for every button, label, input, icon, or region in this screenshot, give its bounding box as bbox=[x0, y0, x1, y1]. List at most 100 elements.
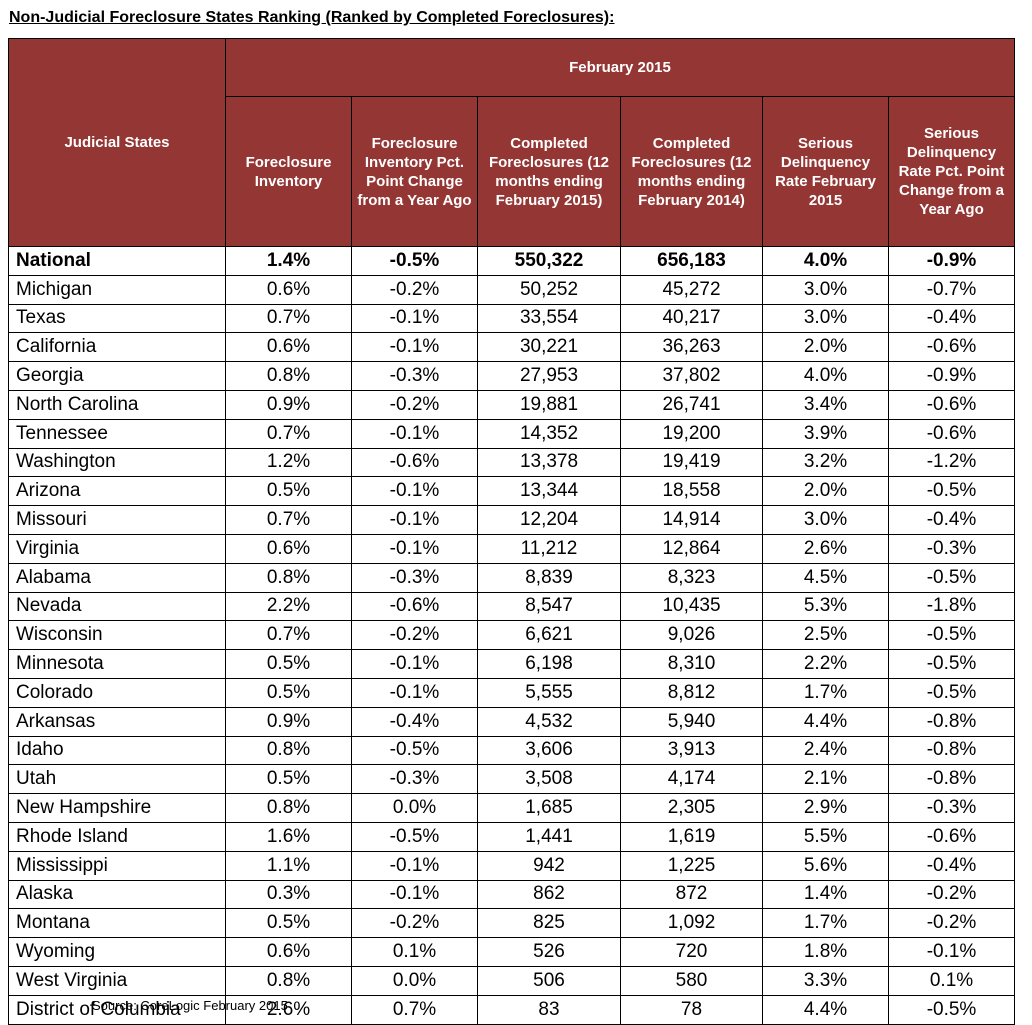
row-label: Alaska bbox=[8, 879, 226, 910]
cell: 3.3% bbox=[762, 965, 889, 996]
row-label: Rhode Island bbox=[8, 821, 226, 852]
cell: -0.8% bbox=[887, 706, 1016, 737]
cell: 4.4% bbox=[762, 994, 889, 1025]
cell: 36,263 bbox=[620, 332, 763, 363]
table-row: Rhode Island 1.6% -0.5% 1,441 1,619 5.5% -0.6% bbox=[8, 821, 1016, 852]
cell: -0.1% bbox=[351, 879, 478, 910]
row-label: New Hampshire bbox=[8, 793, 226, 823]
cell: -0.2% bbox=[351, 620, 478, 651]
cell: 83 bbox=[477, 994, 621, 1025]
cell: 1,441 bbox=[477, 821, 621, 852]
cell: 0.7% bbox=[351, 994, 478, 1025]
cell: -0.7% bbox=[887, 274, 1016, 305]
cell: 26,741 bbox=[620, 389, 763, 420]
cell: -0.1% bbox=[351, 649, 478, 679]
cell: 19,419 bbox=[620, 447, 763, 478]
cell: 45,272 bbox=[620, 274, 763, 305]
cell: -0.5% bbox=[887, 649, 1016, 679]
cell: 19,881 bbox=[477, 389, 621, 420]
cell: 1.1% bbox=[225, 850, 352, 881]
table-row: Nevada 2.2% -0.6% 8,547 10,435 5.3% -1.8% bbox=[8, 591, 1016, 622]
cell: 13,344 bbox=[477, 476, 621, 507]
cell: -0.5% bbox=[351, 821, 478, 852]
cell: 5.3% bbox=[762, 591, 889, 622]
column-header: Judicial States bbox=[8, 38, 226, 247]
table-row: Idaho 0.8% -0.5% 3,606 3,913 2.4% -0.8% bbox=[8, 735, 1016, 766]
table-row: Alabama 0.8% -0.3% 8,839 8,323 4.5% -0.5% bbox=[8, 562, 1016, 593]
cell: -0.3% bbox=[887, 533, 1016, 564]
cell: 4,174 bbox=[620, 764, 763, 795]
cell: 0.5% bbox=[225, 908, 352, 939]
cell: 0.1% bbox=[887, 965, 1016, 996]
cell: 1,685 bbox=[477, 793, 621, 823]
row-label: Georgia bbox=[8, 361, 226, 391]
cell: 2.2% bbox=[762, 649, 889, 679]
cell: 1.8% bbox=[762, 937, 889, 967]
cell: -0.2% bbox=[351, 389, 478, 420]
cell: 5.5% bbox=[762, 821, 889, 852]
cell: 1.4% bbox=[762, 879, 889, 910]
table-row: Tennessee 0.7% -0.1% 14,352 19,200 3.9% -0.6% bbox=[8, 418, 1016, 449]
cell: 656,183 bbox=[620, 246, 763, 276]
cell: 0.6% bbox=[225, 332, 352, 363]
table-row: Michigan 0.6% -0.2% 50,252 45,272 3.0% -0.7% bbox=[8, 274, 1016, 305]
cell: -0.6% bbox=[351, 447, 478, 478]
row-label: Texas bbox=[8, 303, 226, 334]
column-header: Foreclosure Inventory Pct. Point Change … bbox=[351, 96, 478, 247]
row-label: Wisconsin bbox=[8, 620, 226, 651]
cell: -0.2% bbox=[887, 879, 1016, 910]
cell: 4.5% bbox=[762, 562, 889, 593]
row-label: Montana bbox=[8, 908, 226, 939]
column-header: Completed Foreclosures (12 months ending… bbox=[477, 96, 621, 247]
table-row: California 0.6% -0.1% 30,221 36,263 2.0% -0.6% bbox=[8, 332, 1016, 363]
table-row: Montana 0.5% -0.2% 825 1,092 1.7% -0.2% bbox=[8, 908, 1016, 939]
row-label: North Carolina bbox=[8, 389, 226, 420]
cell: 0.9% bbox=[225, 389, 352, 420]
cell: 14,352 bbox=[477, 418, 621, 449]
cell: -0.1% bbox=[351, 476, 478, 507]
cell: -0.9% bbox=[887, 361, 1016, 391]
cell: 12,864 bbox=[620, 533, 763, 564]
table-row: Colorado 0.5% -0.1% 5,555 8,812 1.7% -0.5% bbox=[8, 677, 1016, 708]
cell: -0.1% bbox=[351, 677, 478, 708]
cell: 1.6% bbox=[225, 821, 352, 852]
row-label: California bbox=[8, 332, 226, 363]
row-label: Missouri bbox=[8, 505, 226, 535]
column-header: Foreclosure Inventory bbox=[225, 96, 352, 247]
cell: 1,225 bbox=[620, 850, 763, 881]
table: Judicial States February 2015 Foreclosure… bbox=[8, 38, 1016, 1025]
cell: -0.2% bbox=[351, 908, 478, 939]
cell: 3,508 bbox=[477, 764, 621, 795]
header-row: Foreclosure Inventory Foreclosure Invento… bbox=[9, 96, 1016, 247]
cell: 0.5% bbox=[225, 649, 352, 679]
cell: 550,322 bbox=[477, 246, 621, 276]
cell: -0.6% bbox=[887, 821, 1016, 852]
cell: 4.4% bbox=[762, 706, 889, 737]
cell: -0.5% bbox=[351, 246, 478, 276]
table-row: Arizona 0.5% -0.1% 13,344 18,558 2.0% -0.5% bbox=[8, 476, 1016, 507]
cell: 580 bbox=[620, 965, 763, 996]
header-row: Judicial States February 2015 bbox=[8, 38, 1016, 247]
cell: 0.8% bbox=[225, 735, 352, 766]
cell: -0.1% bbox=[351, 418, 478, 449]
cell: 0.8% bbox=[225, 361, 352, 391]
cell: 4,532 bbox=[477, 706, 621, 737]
cell: 1,619 bbox=[620, 821, 763, 852]
cell: 0.6% bbox=[225, 937, 352, 967]
cell: -1.8% bbox=[887, 591, 1016, 622]
cell: 3,913 bbox=[620, 735, 763, 766]
cell: 0.8% bbox=[225, 965, 352, 996]
cell: -0.6% bbox=[887, 332, 1016, 363]
table-row: Washington 1.2% -0.6% 13,378 19,419 3.2% -1.2% bbox=[8, 447, 1016, 478]
cell: -0.4% bbox=[887, 505, 1016, 535]
column-header: Serious Delinquency Rate Pct. Point Chan… bbox=[887, 96, 1016, 247]
row-label: Washington bbox=[8, 447, 226, 478]
cell: 9,026 bbox=[620, 620, 763, 651]
cell: 720 bbox=[620, 937, 763, 967]
cell: 2.6% bbox=[762, 533, 889, 564]
cell: 0.8% bbox=[225, 793, 352, 823]
cell: -0.5% bbox=[887, 620, 1016, 651]
cell: 0.7% bbox=[225, 505, 352, 535]
cell: -0.3% bbox=[351, 361, 478, 391]
table-body: National 1.4% -0.5% 550,322 656,183 4.0% -0.9%… bbox=[8, 246, 1016, 1025]
